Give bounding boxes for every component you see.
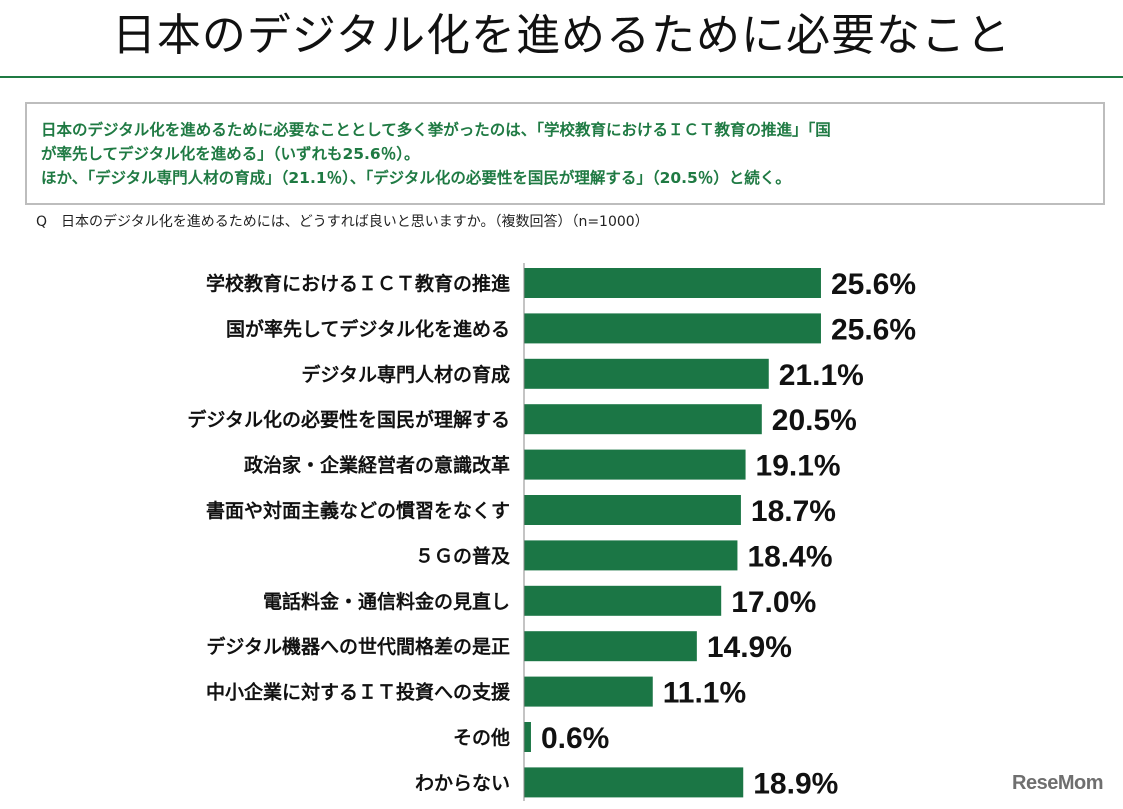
category-label: デジタル機器への世代間格差の是正 [206,635,510,658]
category-label: 政治家・企業経営者の意識改革 [244,454,510,477]
bar [524,722,531,752]
resemom-logo: ReseMom [1012,772,1103,794]
bar [524,767,744,798]
value-label: 25.6% [831,313,916,346]
category-label: ５Ｇの普及 [415,544,511,567]
summary-line-2: が率先してデジタル化を進める」（いずれも25.6％）。 [41,145,420,163]
bar [524,585,722,616]
value-label: 18.7% [751,495,836,528]
value-label: 21.1% [779,359,864,392]
category-label: その他 [453,726,510,749]
bar [524,404,762,435]
value-label: 25.6% [831,268,916,301]
value-label: 20.5% [772,404,857,437]
value-label: 19.1% [756,450,841,483]
value-label: 18.9% [753,767,838,800]
value-label: 14.9% [707,631,792,664]
summary-line-1: 日本のデジタル化を進めるために必要なこととして多く挙がったのは、「学校教育におけ… [41,121,831,139]
bar [524,449,746,480]
category-label: 書面や対面主義などの慣習をなくす [206,499,510,522]
value-label: 18.4% [747,540,832,573]
page-title: 日本のデジタル化を進めるために必要なこと [111,10,1012,61]
category-label: 学校教育におけるＩＣＴ教育の推進 [206,272,510,295]
category-label: 電話料金・通信料金の見直し [263,590,510,613]
bar-chart: 学校教育におけるＩＣＴ教育の推進 25.6% 国が率先してデジタル化を進める 25.6… [187,263,916,801]
category-label: デジタル化の必要性を国民が理解する [187,408,510,431]
category-label: デジタル専門人材の育成 [301,363,510,386]
value-label: 11.1% [663,677,746,710]
bar [524,540,738,571]
value-label: 0.6% [541,722,609,755]
summary-line-3: ほか、「デジタル専門人材の育成」（21.1％）、「デジタル化の必要性を国民が理解… [41,169,791,187]
bar [524,631,697,662]
category-label: 中小企業に対するＩＴ投資への支援 [206,681,511,704]
category-label: わからない [415,772,510,794]
bar [524,358,769,389]
bar [524,268,821,298]
bar [524,495,741,525]
bar [524,313,821,344]
value-label: 17.0% [731,586,816,619]
bar [524,676,653,707]
category-label: 国が率先してデジタル化を進める [226,317,510,340]
survey-question: Q 日本のデジタル化を進めるためには、どうすれば良いと思いますか。（複数回答）（… [36,214,649,230]
summary-box: 日本のデジタル化を進めるために必要なこととして多く挙がったのは、「学校教育におけ… [25,102,1105,205]
title-divider [0,76,1123,78]
